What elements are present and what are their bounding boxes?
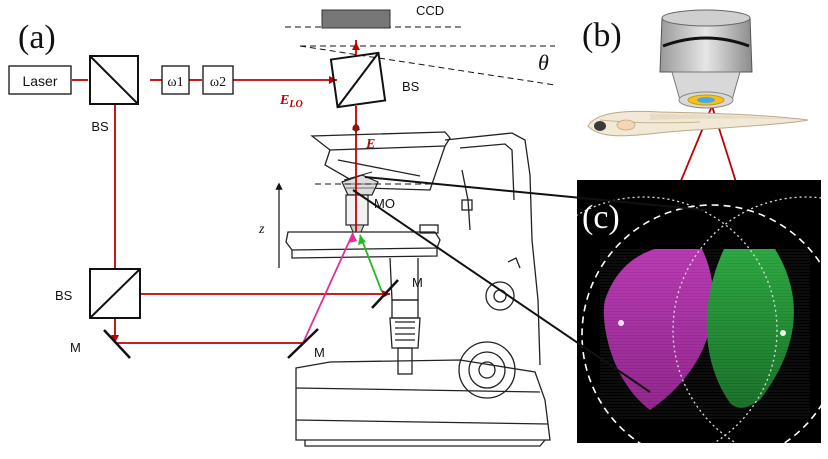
bs-mid-left-label: BS	[55, 288, 73, 303]
panel-b-illustration	[587, 9, 809, 137]
mirror-left-label: M	[70, 340, 81, 355]
beamsplitter-top-right	[329, 51, 387, 109]
e-lo-subscript: LO	[288, 99, 302, 110]
bs-top-left-label: BS	[91, 119, 109, 134]
polarization-marker	[352, 124, 360, 132]
ccd-sensor	[321, 9, 391, 29]
bs-top-right-label: BS	[402, 79, 420, 94]
theta-label: θ	[538, 50, 549, 75]
z-axis-label: z	[258, 222, 265, 237]
microscope-objective	[341, 171, 379, 233]
laser-label: Laser	[22, 73, 57, 89]
panel-b-label: (b)	[582, 17, 622, 54]
mirror-right-label: M	[412, 275, 423, 290]
omega2-label: ω2	[210, 75, 226, 90]
svg-text:ELO: ELO	[279, 93, 303, 110]
omega1-label: ω1	[167, 75, 183, 90]
mo-label: MO	[374, 196, 395, 211]
frequency-shifter-1: ω1	[161, 65, 190, 95]
mirror-bottom-left	[103, 329, 131, 359]
microscope-drawing	[285, 131, 551, 447]
z-axis: z	[258, 182, 283, 268]
panel-c-label: (c)	[582, 199, 620, 236]
mirror-right	[371, 279, 399, 309]
mirror-mid-label: M	[314, 345, 325, 360]
ccd-label: CCD	[416, 3, 444, 18]
e-lo-label: E	[279, 93, 289, 108]
beamsplitter-top-left	[89, 55, 139, 105]
reference-lines	[285, 26, 556, 185]
illumination-beams	[302, 232, 383, 344]
e-field-label: E	[365, 137, 375, 152]
laser-box: Laser	[8, 65, 72, 95]
frequency-shifter-2: ω2	[202, 65, 234, 95]
zoom-lines	[352, 176, 706, 393]
panel-a-label: (a)	[18, 19, 56, 56]
beamsplitter-mid-left	[89, 268, 141, 319]
svg-text:ω1: ω1	[167, 75, 183, 90]
panel-c-image	[577, 180, 821, 443]
mirror-bottom-mid	[287, 328, 319, 359]
svg-text:ω2: ω2	[210, 75, 226, 90]
